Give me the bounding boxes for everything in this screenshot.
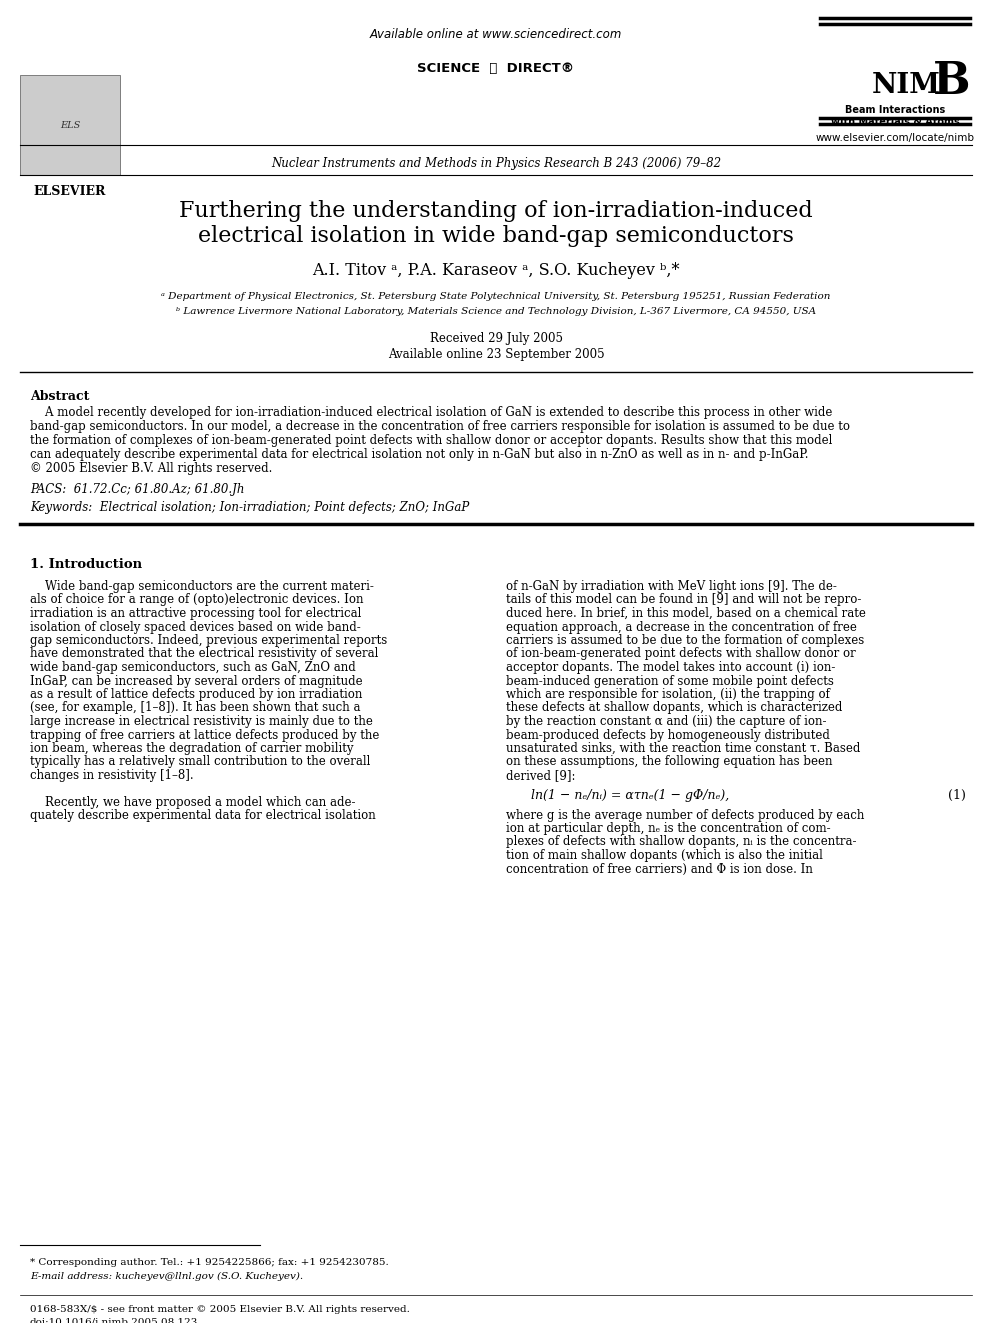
Text: Available online 23 September 2005: Available online 23 September 2005 (388, 348, 604, 361)
Text: which are responsible for isolation, (ii) the trapping of: which are responsible for isolation, (ii… (506, 688, 830, 701)
Text: of n-GaN by irradiation with MeV light ions [9]. The de-: of n-GaN by irradiation with MeV light i… (506, 579, 837, 593)
Text: ion beam, whereas the degradation of carrier mobility: ion beam, whereas the degradation of car… (30, 742, 353, 755)
Text: quately describe experimental data for electrical isolation: quately describe experimental data for e… (30, 810, 376, 823)
Text: Available online at www.sciencedirect.com: Available online at www.sciencedirect.co… (370, 28, 622, 41)
Text: isolation of closely spaced devices based on wide band-: isolation of closely spaced devices base… (30, 620, 361, 634)
Text: 0168-583X/$ - see front matter © 2005 Elsevier B.V. All rights reserved.: 0168-583X/$ - see front matter © 2005 El… (30, 1304, 410, 1314)
Text: ᵇ Lawrence Livermore National Laboratory, Materials Science and Technology Divis: ᵇ Lawrence Livermore National Laboratory… (176, 307, 816, 316)
Text: where g is the average number of defects produced by each: where g is the average number of defects… (506, 808, 864, 822)
Text: concentration of free carriers) and Φ is ion dose. In: concentration of free carriers) and Φ is… (506, 863, 812, 876)
Text: plexes of defects with shallow dopants, nᵢ is the concentra-: plexes of defects with shallow dopants, … (506, 836, 856, 848)
Text: Furthering the understanding of ion-irradiation-induced: Furthering the understanding of ion-irra… (180, 200, 812, 222)
Text: as a result of lattice defects produced by ion irradiation: as a result of lattice defects produced … (30, 688, 362, 701)
Text: © 2005 Elsevier B.V. All rights reserved.: © 2005 Elsevier B.V. All rights reserved… (30, 462, 273, 475)
Text: www.elsevier.com/locate/nimb: www.elsevier.com/locate/nimb (815, 134, 974, 143)
Text: Keywords:  Electrical isolation; Ion-irradiation; Point defects; ZnO; InGaP: Keywords: Electrical isolation; Ion-irra… (30, 501, 469, 515)
Text: carriers is assumed to be due to the formation of complexes: carriers is assumed to be due to the for… (506, 634, 864, 647)
Text: Wide band-gap semiconductors are the current materi-: Wide band-gap semiconductors are the cur… (30, 579, 374, 593)
Text: A.I. Titov ᵃ, P.A. Karaseov ᵃ, S.O. Kucheyev ᵇ,*: A.I. Titov ᵃ, P.A. Karaseov ᵃ, S.O. Kuch… (312, 262, 680, 279)
Text: can adequately describe experimental data for electrical isolation not only in n: can adequately describe experimental dat… (30, 448, 808, 460)
Text: als of choice for a range of (opto)electronic devices. Ion: als of choice for a range of (opto)elect… (30, 594, 363, 606)
Text: InGaP, can be increased by several orders of magnitude: InGaP, can be increased by several order… (30, 675, 363, 688)
Text: wide band-gap semiconductors, such as GaN, ZnO and: wide band-gap semiconductors, such as Ga… (30, 662, 356, 673)
Text: beam-induced generation of some mobile point defects: beam-induced generation of some mobile p… (506, 675, 834, 688)
Text: electrical isolation in wide band-gap semiconductors: electrical isolation in wide band-gap se… (198, 225, 794, 247)
Text: changes in resistivity [1–8].: changes in resistivity [1–8]. (30, 769, 193, 782)
Text: ion at particular depth, nₑ is the concentration of com-: ion at particular depth, nₑ is the conce… (506, 822, 830, 835)
Text: typically has a relatively small contribution to the overall: typically has a relatively small contrib… (30, 755, 370, 769)
Text: ELS: ELS (60, 120, 80, 130)
Text: beam-produced defects by homogeneously distributed: beam-produced defects by homogeneously d… (506, 729, 830, 741)
Text: Received 29 July 2005: Received 29 July 2005 (430, 332, 562, 345)
Text: by the reaction constant α and (iii) the capture of ion-: by the reaction constant α and (iii) the… (506, 714, 826, 728)
Text: (see, for example, [1–8]). It has been shown that such a: (see, for example, [1–8]). It has been s… (30, 701, 360, 714)
Text: acceptor dopants. The model takes into account (i) ion-: acceptor dopants. The model takes into a… (506, 662, 835, 673)
Text: (1): (1) (948, 789, 966, 802)
Text: irradiation is an attractive processing tool for electrical: irradiation is an attractive processing … (30, 607, 361, 620)
Text: Nuclear Instruments and Methods in Physics Research B 243 (2006) 79–82: Nuclear Instruments and Methods in Physi… (271, 157, 721, 169)
Text: equation approach, a decrease in the concentration of free: equation approach, a decrease in the con… (506, 620, 857, 634)
Text: duced here. In brief, in this model, based on a chemical rate: duced here. In brief, in this model, bas… (506, 607, 866, 620)
Text: ᵃ Department of Physical Electronics, St. Petersburg State Polytechnical Univers: ᵃ Department of Physical Electronics, St… (162, 292, 830, 302)
Text: on these assumptions, the following equation has been: on these assumptions, the following equa… (506, 755, 832, 769)
Text: A model recently developed for ion-irradiation-induced electrical isolation of G: A model recently developed for ion-irrad… (30, 406, 832, 419)
Text: derived [9]:: derived [9]: (506, 769, 575, 782)
Text: Beam Interactions
with Materials & Atoms: Beam Interactions with Materials & Atoms (830, 105, 959, 127)
Text: E-mail address: kucheyev@llnl.gov (S.O. Kucheyev).: E-mail address: kucheyev@llnl.gov (S.O. … (30, 1271, 304, 1281)
Text: 1. Introduction: 1. Introduction (30, 558, 142, 572)
Text: ln(1 − nₑ/nᵢ) = ατnₑ(1 − gΦ/nₑ),: ln(1 − nₑ/nᵢ) = ατnₑ(1 − gΦ/nₑ), (531, 789, 729, 802)
Text: these defects at shallow dopants, which is characterized: these defects at shallow dopants, which … (506, 701, 842, 714)
Text: * Corresponding author. Tel.: +1 9254225866; fax: +1 9254230785.: * Corresponding author. Tel.: +1 9254225… (30, 1258, 389, 1267)
Text: unsaturated sinks, with the reaction time constant τ. Based: unsaturated sinks, with the reaction tim… (506, 742, 860, 755)
Bar (20, 75, 120, 175)
Text: Recently, we have proposed a model which can ade-: Recently, we have proposed a model which… (30, 796, 355, 808)
Text: band-gap semiconductors. In our model, a decrease in the concentration of free c: band-gap semiconductors. In our model, a… (30, 419, 850, 433)
Text: have demonstrated that the electrical resistivity of several: have demonstrated that the electrical re… (30, 647, 378, 660)
Text: trapping of free carriers at lattice defects produced by the: trapping of free carriers at lattice def… (30, 729, 379, 741)
Text: ELSEVIER: ELSEVIER (34, 185, 106, 198)
Text: NIM: NIM (872, 71, 940, 99)
Text: tion of main shallow dopants (which is also the initial: tion of main shallow dopants (which is a… (506, 849, 823, 863)
Text: tails of this model can be found in [9] and will not be repro-: tails of this model can be found in [9] … (506, 594, 861, 606)
Text: gap semiconductors. Indeed, previous experimental reports: gap semiconductors. Indeed, previous exp… (30, 634, 387, 647)
Text: large increase in electrical resistivity is mainly due to the: large increase in electrical resistivity… (30, 714, 373, 728)
Text: doi:10.1016/j.nimb.2005.08.123: doi:10.1016/j.nimb.2005.08.123 (30, 1318, 198, 1323)
Text: B: B (933, 60, 970, 103)
Text: the formation of complexes of ion-beam-generated point defects with shallow dono: the formation of complexes of ion-beam-g… (30, 434, 832, 447)
Text: SCIENCE  ⓓ  DIRECT®: SCIENCE ⓓ DIRECT® (418, 62, 574, 75)
Text: Abstract: Abstract (30, 390, 89, 404)
Text: PACS:  61.72.Cc; 61.80.Az; 61.80.Jh: PACS: 61.72.Cc; 61.80.Az; 61.80.Jh (30, 483, 244, 496)
Text: of ion-beam-generated point defects with shallow donor or: of ion-beam-generated point defects with… (506, 647, 856, 660)
